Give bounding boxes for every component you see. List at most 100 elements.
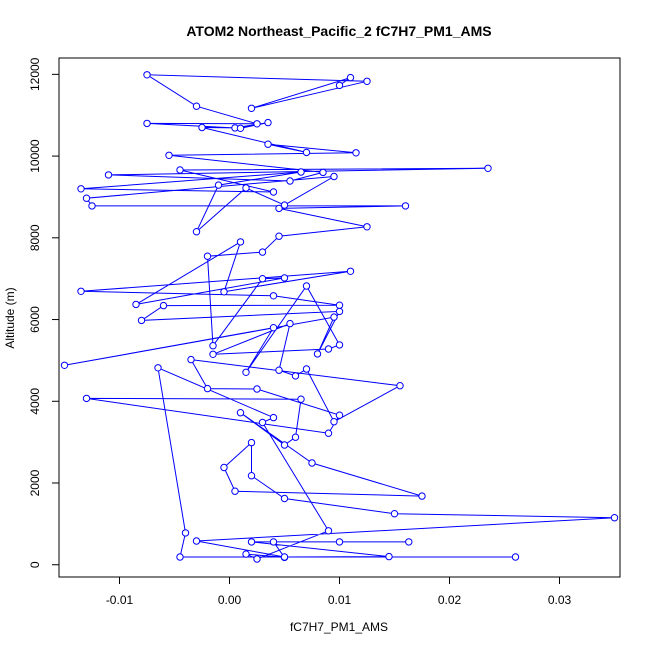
x-axis: -0.01 0.00 0.01 0.02 0.03: [106, 576, 572, 607]
data-point: [214, 181, 223, 189]
data-point: [82, 194, 91, 202]
data-point: [363, 77, 371, 86]
data-point: [280, 201, 289, 209]
data-point: [236, 409, 245, 417]
data-point: [302, 282, 311, 290]
data-point: [192, 537, 201, 545]
data-point: [269, 324, 278, 332]
data-point: [258, 248, 267, 256]
data-point: [187, 355, 195, 364]
data-point: [77, 185, 85, 193]
data-point: [165, 151, 173, 160]
data-point: [192, 102, 201, 110]
data-point: [390, 510, 399, 518]
data-point: [313, 350, 322, 358]
data-point: [269, 292, 278, 300]
x-tick-label: 0.01: [328, 593, 352, 607]
data-point: [247, 472, 256, 480]
y-tick-label: 6000: [28, 306, 42, 333]
data-point: [269, 188, 278, 196]
data-point: [346, 267, 355, 275]
data-point: [159, 301, 168, 310]
data-point: [236, 238, 245, 246]
data-point: [104, 171, 113, 179]
x-axis-label: fC7H7_PM1_AMS: [290, 620, 388, 634]
data-point: [247, 538, 256, 546]
data-point: [335, 538, 344, 546]
data-point: [220, 288, 228, 296]
data-point: [137, 316, 146, 325]
data-point: [335, 301, 344, 309]
y-tick-label: 10000: [28, 139, 42, 173]
data-point: [269, 413, 278, 422]
data-point: [264, 118, 272, 127]
data-point: [335, 411, 344, 419]
data-point: [280, 274, 289, 282]
data-point: [253, 555, 261, 563]
data-point: [308, 459, 316, 467]
y-tick-label: 8000: [28, 224, 42, 251]
data-point: [324, 345, 333, 353]
data-point: [484, 164, 492, 173]
data-point: [154, 364, 162, 372]
data-point: [280, 494, 289, 503]
data-point: [346, 73, 355, 82]
data-point: [275, 366, 283, 374]
y-tick-label: 2000: [28, 469, 42, 496]
data-point: [247, 104, 256, 113]
data-point: [330, 418, 338, 426]
data-point: [335, 341, 344, 349]
data-point: [319, 168, 327, 177]
x-tick-label: 0.00: [218, 593, 242, 607]
y-tick-label: 12000: [28, 57, 42, 91]
data-point: [291, 433, 300, 441]
y-axis-label: Altitude (m): [3, 287, 17, 348]
data-point: [330, 172, 338, 181]
x-tick-label: -0.01: [106, 593, 134, 607]
data-point: [258, 275, 267, 283]
y-tick-label: 0: [28, 561, 42, 568]
data-point: [335, 307, 344, 316]
data-point: [220, 463, 228, 472]
data-point: [280, 441, 289, 449]
data-point: [269, 538, 278, 546]
x-tick-label: 0.02: [438, 593, 462, 607]
data-point: [209, 342, 217, 350]
data-point: [143, 71, 151, 79]
data-point: [286, 319, 294, 328]
data-point: [143, 119, 151, 128]
data-point: [242, 550, 250, 558]
data-point: [176, 553, 184, 561]
data-point: [297, 168, 305, 176]
data-point: [242, 184, 250, 192]
data-point: [302, 365, 311, 373]
data-point: [405, 538, 413, 546]
data-point: [324, 429, 333, 437]
chart-title: ATOM2 Northeast_Pacific_2 fC7H7_PM1_AMS: [186, 23, 491, 39]
data-point: [302, 148, 311, 157]
data-point: [286, 177, 294, 185]
data-point: [401, 202, 410, 210]
y-axis: 0 2000 4000 6000 8000 10000 12000: [28, 57, 60, 568]
data-point: [236, 124, 245, 133]
data-point: [330, 313, 338, 321]
data-point: [253, 120, 261, 128]
data-point: [203, 252, 212, 260]
data-point: [275, 232, 283, 240]
data-point: [247, 438, 256, 447]
data-point: [60, 361, 69, 369]
data-point: [88, 202, 96, 210]
data-point: [198, 123, 206, 132]
data-point: [297, 395, 305, 403]
data-point: [209, 350, 217, 358]
x-tick-label: 0.03: [548, 593, 572, 607]
data-point: [253, 385, 261, 393]
data-point: [77, 287, 85, 295]
data-point: [203, 384, 212, 393]
data-point: [132, 300, 140, 309]
data-point: [258, 418, 267, 427]
data-point: [176, 166, 184, 174]
data-point: [275, 204, 283, 213]
